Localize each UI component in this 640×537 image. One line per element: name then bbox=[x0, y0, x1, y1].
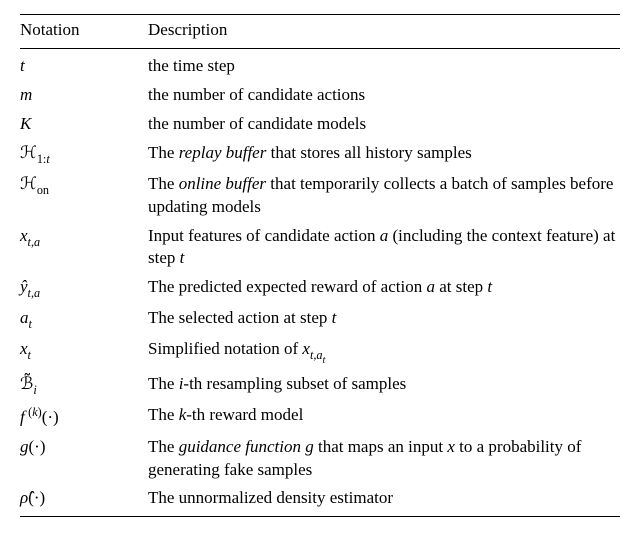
notation-table: Notation Description tthe time stepmthe … bbox=[20, 14, 620, 517]
notation-cell: ℋ1:t bbox=[20, 139, 148, 170]
col-header-description: Description bbox=[148, 15, 620, 49]
description-cell: Input features of candidate action a (in… bbox=[148, 222, 620, 274]
notation-cell: ρ̂(·) bbox=[20, 484, 148, 516]
description-cell: Simplified notation of xt,at bbox=[148, 335, 620, 370]
notation-cell: K bbox=[20, 110, 148, 139]
table-row: tthe time step bbox=[20, 48, 620, 80]
notation-cell: xt bbox=[20, 335, 148, 370]
table-row: ℬ̃iThe i-th resampling subset of samples bbox=[20, 370, 620, 401]
table-row: atThe selected action at step t bbox=[20, 304, 620, 335]
description-cell: The selected action at step t bbox=[148, 304, 620, 335]
description-cell: the time step bbox=[148, 48, 620, 80]
notation-cell: ℬ̃i bbox=[20, 370, 148, 401]
description-cell: the number of candidate models bbox=[148, 110, 620, 139]
description-cell: The unnormalized density estimator bbox=[148, 484, 620, 516]
table-head: Notation Description bbox=[20, 15, 620, 49]
description-cell: The guidance function g that maps an inp… bbox=[148, 433, 620, 485]
description-cell: The k-th reward model bbox=[148, 401, 620, 433]
table-row: ŷt,aThe predicted expected reward of act… bbox=[20, 273, 620, 304]
table-row: ρ̂(·)The unnormalized density estimator bbox=[20, 484, 620, 516]
table-row: ℋonThe online buffer that temporarily co… bbox=[20, 170, 620, 222]
notation-cell: at bbox=[20, 304, 148, 335]
notation-cell: xt,a bbox=[20, 222, 148, 274]
description-cell: The i-th resampling subset of samples bbox=[148, 370, 620, 401]
table-row: ℋ1:tThe replay buffer that stores all hi… bbox=[20, 139, 620, 170]
description-cell: the number of candidate actions bbox=[148, 81, 620, 110]
notation-cell: ℋon bbox=[20, 170, 148, 222]
table-row: g(·)The guidance function g that maps an… bbox=[20, 433, 620, 485]
notation-cell: m bbox=[20, 81, 148, 110]
table-row: mthe number of candidate actions bbox=[20, 81, 620, 110]
table-row: xtSimplified notation of xt,at bbox=[20, 335, 620, 370]
notation-cell: f (k)(·) bbox=[20, 401, 148, 433]
notation-cell: t bbox=[20, 48, 148, 80]
table-row: Kthe number of candidate models bbox=[20, 110, 620, 139]
notation-table-wrap: Notation Description tthe time stepmthe … bbox=[0, 0, 640, 537]
notation-cell: ŷt,a bbox=[20, 273, 148, 304]
description-cell: The online buffer that temporarily colle… bbox=[148, 170, 620, 222]
table-body: tthe time stepmthe number of candidate a… bbox=[20, 48, 620, 516]
table-row: f (k)(·)The k-th reward model bbox=[20, 401, 620, 433]
table-row: xt,aInput features of candidate action a… bbox=[20, 222, 620, 274]
description-cell: The predicted expected reward of action … bbox=[148, 273, 620, 304]
description-cell: The replay buffer that stores all histor… bbox=[148, 139, 620, 170]
notation-cell: g(·) bbox=[20, 433, 148, 485]
col-header-notation: Notation bbox=[20, 15, 148, 49]
